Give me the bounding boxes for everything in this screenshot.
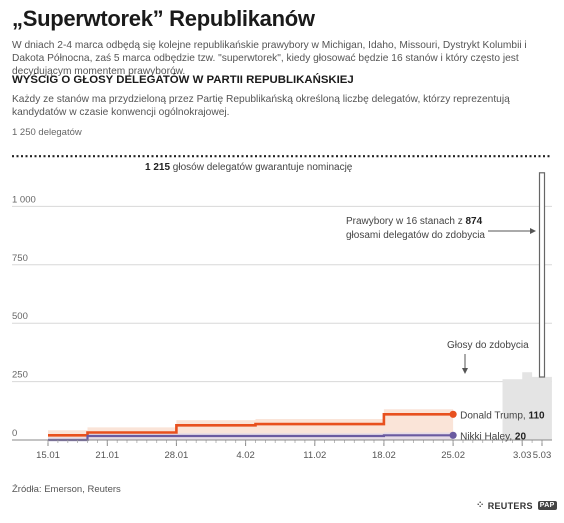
chart-subtitle: WYŚCIG O GŁOSY DELEGATÓW W PARTII REPUBL… <box>12 74 354 86</box>
y-tick-label: 250 <box>12 370 28 381</box>
x-tick-label: 4.02 <box>236 450 255 461</box>
threshold-label: 1 215 głosów delegatów gwarantuje nomina… <box>145 162 353 173</box>
remaining-votes-area <box>502 372 552 440</box>
y-tick-label: 500 <box>12 311 28 322</box>
x-tick-label: 3.03 <box>513 450 532 461</box>
super-tuesday-label-line2: głosami delegatów do zdobycia <box>346 230 485 241</box>
threshold-value: 1 215 <box>145 162 170 173</box>
source-note: Źródła: Emerson, Reuters <box>12 484 121 495</box>
series-name: Nikki Haley, <box>460 431 515 442</box>
super-tuesday-arrow-head <box>530 228 536 234</box>
remaining-votes-label: Głosy do zdobycia <box>447 340 529 351</box>
x-tick-label: 21.01 <box>95 450 119 461</box>
reuters-dots-icon: ⁘ <box>476 500 485 511</box>
remaining-votes-arrow-head <box>462 368 468 374</box>
y-axis-label: 1 250 delegatów <box>12 127 82 138</box>
y-tick-label: 1 000 <box>12 194 36 205</box>
series-end-dot-haley <box>449 431 457 439</box>
series-end-dot-trump <box>449 410 457 418</box>
super-tuesday-label-value: 874 <box>466 216 483 227</box>
super-tuesday-label-prefix: Prawybory w 16 stanach z <box>346 216 466 227</box>
super-tuesday-bar <box>538 172 546 378</box>
x-tick-label: 5.03 <box>533 450 552 461</box>
x-tick-label: 25.02 <box>441 450 465 461</box>
series-value: 20 <box>515 431 527 442</box>
reuters-logo: ⁘ REUTERS PAP <box>476 500 557 511</box>
chart-description: Każdy ze stanów ma przydzieloną przez Pa… <box>12 94 510 118</box>
series-name: Donald Trump, <box>460 410 528 421</box>
page-title: „Superwtorek” Republikanów <box>12 6 315 31</box>
y-tick-label: 750 <box>12 253 28 264</box>
pap-badge: PAP <box>537 501 557 510</box>
series-label-haley: Nikki Haley, 20 <box>460 431 526 442</box>
y-tick-label: 0 <box>12 428 17 439</box>
delegates-chart: 1 000 750 500 250 0 1 250 delegatów 1 215 głos… <box>12 127 552 461</box>
x-tick-label: 15.01 <box>36 450 60 461</box>
series-value: 110 <box>528 410 545 421</box>
x-tick-label: 28.01 <box>165 450 189 461</box>
series-line-trump <box>48 412 454 437</box>
super-tuesday-label-line1: Prawybory w 16 stanach z 874 <box>346 216 483 227</box>
x-tick-label: 18.02 <box>372 450 396 461</box>
x-tick-label: 11.02 <box>303 450 326 461</box>
intro-text: W dniach 2-4 marca odbędą się kolejne re… <box>12 40 527 77</box>
series-label-trump: Donald Trump, 110 <box>460 410 545 421</box>
threshold-text: głosów delegatów gwarantuje nominację <box>170 162 353 173</box>
logo-text: REUTERS <box>487 500 533 511</box>
